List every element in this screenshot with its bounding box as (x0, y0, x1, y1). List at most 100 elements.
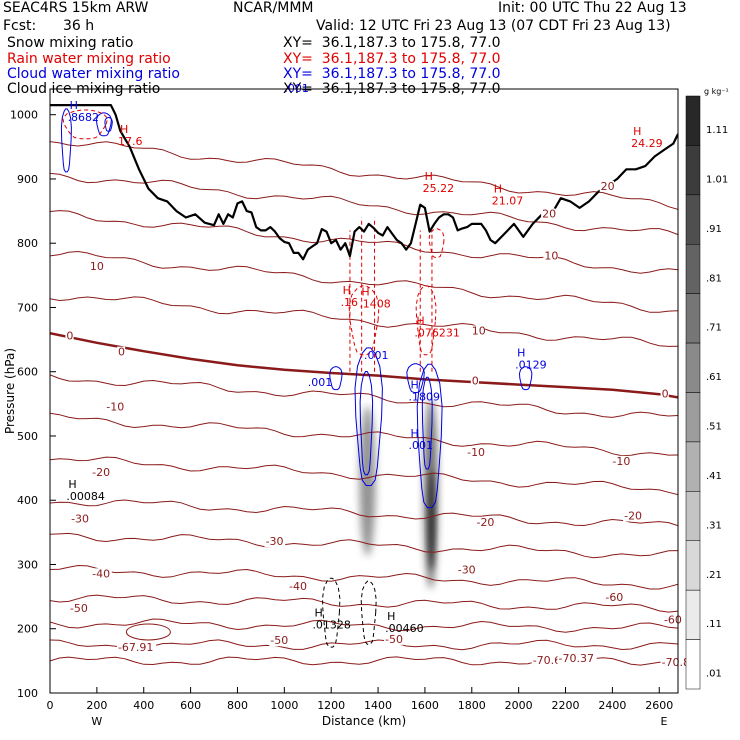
isotherm-label: -20 (624, 510, 642, 523)
extremum-marker: H (68, 478, 76, 491)
extremum-marker: H (70, 99, 78, 112)
isotherm-label-bg (288, 581, 309, 593)
y-tick-label: 1000 (10, 109, 38, 122)
x-axis-title: Distance (km) (322, 714, 406, 728)
colorbar-unit: g kg⁻¹ (704, 87, 729, 96)
extremum-marker: H (411, 427, 419, 440)
colorbar-swatch (685, 293, 701, 344)
y-tick-label: 500 (17, 430, 38, 443)
extremum-marker: H (494, 183, 502, 196)
extremum-value: .1809 (409, 391, 441, 404)
isotherm-label: -50 (70, 602, 88, 615)
x-tick-label: 2400 (598, 699, 626, 712)
isotherm-label-bg (456, 564, 478, 576)
model-name: SEAC4RS 15km ARW (3, 0, 149, 16)
colorbar-swatch (685, 441, 701, 492)
zero-isotherm-line (50, 331, 678, 399)
extremum-value: .16 (341, 296, 359, 309)
colorbar-level-label: .71 (706, 323, 722, 334)
isotherm-label: -10 (467, 446, 485, 459)
isotherm-label-bg (470, 325, 486, 337)
isotherm-label-bg (105, 401, 126, 413)
x-tick-label: 1800 (458, 699, 486, 712)
isotherm-label: -20 (476, 516, 494, 529)
x-tick-label: 1200 (317, 699, 345, 712)
axes: 0 200 400 600 800 1000 1200 1400 1600 1800 2000 220… (3, 109, 673, 728)
extremum-value: 24.29 (631, 137, 663, 150)
isotherm-line (50, 141, 678, 210)
hydrometeor-contours (60, 108, 533, 648)
x-tick-label: 2000 (505, 699, 533, 712)
extremum-value: 21.07 (492, 195, 524, 208)
contour-value-label: .001 (308, 376, 333, 389)
x-tick-label: 200 (86, 699, 107, 712)
x-tick-label: 2200 (552, 699, 580, 712)
colorbar-swatch (685, 95, 701, 146)
x-tick-label: 2600 (645, 699, 673, 712)
colorbar-swatch (685, 540, 701, 591)
x-tick-label: 600 (180, 699, 201, 712)
rain-water-contour (415, 285, 437, 356)
extremum-marker: H (633, 125, 641, 138)
isotherm-label: -20 (92, 466, 110, 479)
colorbar-level-label: .61 (706, 372, 722, 383)
extremum-marker: H (416, 314, 424, 327)
isotherm-line (50, 499, 678, 527)
isotherm-label: -10 (106, 400, 124, 413)
isotherm-label-bg (65, 330, 74, 342)
extremum-value: .8682 (68, 111, 100, 124)
isotherm-label: -30 (458, 563, 476, 576)
cloud-water-contour (359, 371, 374, 476)
isotherm-label: -70.37 (558, 652, 593, 665)
isotherm-line (50, 374, 678, 418)
cloud-water-contour (329, 366, 343, 391)
isotherm-label: -40 (289, 580, 307, 593)
isotherm-label: 10 (544, 249, 558, 262)
init-time: Init: 00 UTC Thu 22 Aug 13 (498, 0, 687, 16)
field-cloudwater-name: Cloud water mixing ratio (7, 66, 180, 82)
field-rain-xy: XY= 36.1,187.3 to 175.8, 77.0 (283, 51, 501, 67)
extremum-marker: H (361, 285, 369, 298)
y-axis-title: Pressure (hPa) (3, 348, 17, 434)
colorbar-level-label: .21 (706, 570, 722, 581)
colorbar-swatch (685, 194, 701, 245)
isotherm-label-bg (116, 642, 157, 654)
isotherm-label-bg (68, 603, 90, 615)
colorbar-level-label: .11 (706, 619, 722, 630)
isotherm-label-bg (264, 536, 286, 548)
extremum-value: .076231 (414, 326, 460, 339)
isotherm-label-bg (599, 180, 615, 192)
isotherm-label-bg (611, 455, 632, 467)
extremum-value: 25.22 (423, 182, 455, 195)
snow-shading (359, 398, 438, 589)
isotherm-line (50, 594, 678, 613)
isotherm-line (50, 172, 678, 236)
isotherm-label-bg (557, 653, 597, 665)
isotherm-line (50, 618, 678, 633)
isotherm-label-bg (384, 633, 405, 645)
valid-time: Valid: 12 UTC Fri 23 Aug 13 (07 CDT Fri … (316, 18, 671, 34)
x-tick-label: 1400 (364, 699, 392, 712)
snow-column-east-core (427, 469, 435, 570)
isotherm-label-bg (269, 635, 290, 647)
x-tick-label: 1600 (411, 699, 439, 712)
isotherm-line (50, 210, 678, 274)
colorbar-level-label: .41 (706, 471, 722, 482)
cloud-water-contour (354, 347, 383, 486)
x-tick-label: 1000 (270, 699, 298, 712)
east-label: E (660, 715, 667, 728)
extremum-value: .0129 (515, 359, 547, 372)
rain-water-contour (428, 228, 445, 258)
isotherm-line (50, 456, 678, 496)
colorbar-swatch (685, 342, 701, 393)
isotherm-label-bg (116, 346, 126, 358)
terrain-line (50, 103, 678, 261)
colorbar-level-label: 1.11 (706, 125, 728, 136)
x-tick-label: 400 (133, 699, 154, 712)
isotherm-label-bg (604, 592, 625, 604)
colorbar-level-label: 1.01 (706, 174, 728, 185)
plot-frame (49, 88, 679, 694)
isotherm-label: 20 (542, 208, 556, 221)
y-tick-label: 900 (17, 173, 38, 186)
